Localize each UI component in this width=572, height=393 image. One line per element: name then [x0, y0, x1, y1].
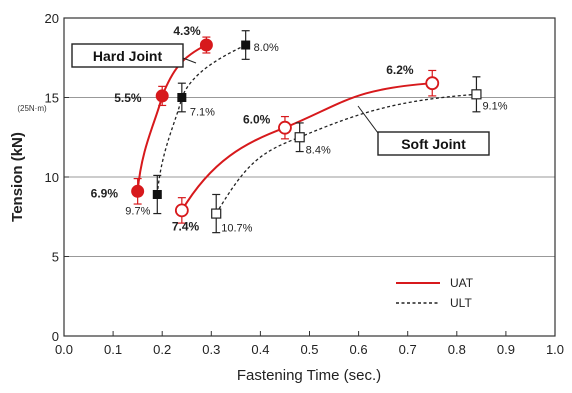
series-ult-soft-data-label-0: 10.7% — [221, 223, 252, 235]
series-uat-hard-data-label-1: 5.5% — [114, 91, 142, 105]
soft-joint-annotation: Soft Joint — [357, 105, 490, 156]
series-ult-hard-data-label-1: 7.1% — [190, 107, 215, 119]
series-ult-hard-point-2 — [241, 40, 251, 50]
hard-joint-leader — [182, 57, 197, 64]
series-ult-soft-point-1 — [294, 132, 305, 143]
x-tick-label-0.9: 0.9 — [497, 342, 515, 357]
series-uat-hard-data-label-2: 4.3% — [173, 24, 201, 38]
series-uat-hard-point-0 — [131, 184, 145, 198]
grid-layer — [64, 97, 555, 257]
series-ult-soft-line — [215, 93, 477, 214]
series-uat-soft-data-label-2: 6.2% — [386, 63, 414, 77]
x-tick-label-0.1: 0.1 — [104, 342, 122, 357]
x-tick-label-0.7: 0.7 — [399, 342, 417, 357]
x-tick-label-0.4: 0.4 — [251, 342, 269, 357]
x-tick-label-0.6: 0.6 — [350, 342, 368, 357]
hard-joint-annotation: Hard Joint — [71, 43, 197, 68]
series-ult-hard-data-label-0: 9.7% — [125, 205, 150, 217]
series-ult-soft-data-label-2: 9.1% — [482, 100, 507, 112]
x-axis-label: Fastening Time (sec.) — [237, 367, 381, 384]
legend-uat-label: UAT — [450, 276, 474, 290]
soft-joint-leader — [357, 105, 379, 134]
ticks-layer: 0 5 10 15 20 0.0 0.1 0.2 0.3 0.4 0.5 0.6 0.7 0.8 0.9 1.… — [45, 11, 565, 357]
series-ult-hard-point-0 — [152, 189, 162, 199]
x-tick-label-0.2: 0.2 — [153, 342, 171, 357]
y-tick-sub-label: (25N·m) — [17, 104, 47, 113]
series-uat-soft-point-2 — [425, 76, 440, 91]
series-uat-hard-point-2 — [199, 38, 213, 52]
series-ult-soft-point-0 — [211, 208, 222, 219]
series-layer — [131, 30, 482, 234]
series-uat-hard-point-1 — [155, 89, 169, 103]
y-tick-label-15: 15 — [45, 91, 59, 106]
legend: UAT ULT — [396, 276, 474, 310]
y-tick-label-5: 5 — [52, 250, 59, 265]
y-axis-label: Tension (kN) — [9, 132, 26, 222]
x-tick-label-0.3: 0.3 — [202, 342, 220, 357]
series-uat-soft-point-1 — [278, 120, 292, 135]
series-ult-soft-data-label-1: 8.4% — [306, 144, 331, 156]
x-tick-label-0.8: 0.8 — [448, 342, 466, 357]
series-ult-soft-point-2 — [471, 89, 482, 100]
labels-layer: 6.9% 5.5% 4.3% 9.7% 7.1% 8.0% 7.4% 6.0% 6.2% 10.7… — [91, 24, 508, 235]
series-ult-hard-point-1 — [177, 93, 187, 102]
y-tick-label-20: 20 — [45, 11, 59, 26]
x-tick-label-0.5: 0.5 — [300, 342, 318, 357]
hard-joint-label: Hard Joint — [93, 48, 163, 64]
series-uat-soft-data-label-1: 6.0% — [243, 113, 271, 127]
legend-ult-label: ULT — [450, 296, 472, 310]
y-tick-label-0: 0 — [52, 329, 59, 344]
hard-joint-box — [71, 43, 184, 68]
series-uat-hard-data-label-0: 6.9% — [91, 186, 119, 200]
series-uat-soft-data-label-0: 7.4% — [172, 219, 200, 233]
axes-layer: Fastening Time (sec.) Tension (kN) (25N·… — [9, 17, 556, 384]
y-tick-label-10: 10 — [45, 170, 59, 185]
x-tick-label-0.0: 0.0 — [55, 342, 73, 357]
soft-joint-box — [377, 131, 490, 156]
soft-joint-label: Soft Joint — [401, 136, 466, 152]
series-uat-soft-point-0 — [174, 203, 189, 218]
series-ult-hard-data-label-2: 8.0% — [254, 42, 279, 54]
x-tick-label-1.0: 1.0 — [546, 342, 564, 357]
